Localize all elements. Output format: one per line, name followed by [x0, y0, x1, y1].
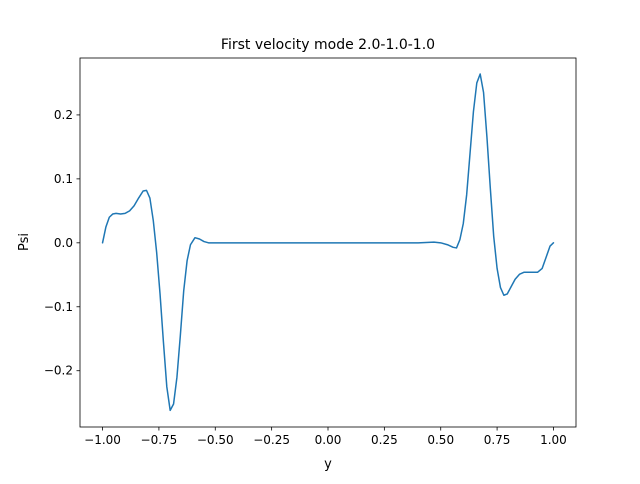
x-tick-label: −0.75 — [141, 433, 178, 447]
series-line — [101, 73, 555, 412]
y-tick-label: −0.1 — [44, 300, 73, 314]
x-tick-label: −0.25 — [253, 433, 290, 447]
x-tick-label: 0.25 — [371, 433, 398, 447]
x-axis-ticks: −1.00 −0.75 −0.50 −0.25 0.00 0.25 0.50 0.75 1.00 — [84, 427, 567, 447]
y-axis-label: Psi — [17, 233, 32, 251]
plot-frame — [79, 57, 577, 428]
x-tick-label: −1.00 — [84, 433, 121, 447]
chart-title: First velocity mode 2.0-1.0-1.0 — [221, 37, 435, 53]
y-tick-label: −0.2 — [44, 364, 73, 378]
y-axis-ticks: −0.2 −0.1 0.0 0.1 0.2 — [44, 108, 80, 378]
x-axis-label: y — [324, 457, 332, 472]
x-tick-label: 0.75 — [484, 433, 511, 447]
x-tick-label: −0.50 — [197, 433, 234, 447]
x-tick-label: 0.00 — [315, 433, 342, 447]
y-tick-label: 0.2 — [54, 108, 73, 122]
y-tick-label: 0.0 — [54, 236, 73, 250]
x-tick-label: 1.00 — [540, 433, 567, 447]
plot-lines — [101, 73, 555, 412]
x-tick-label: 0.50 — [427, 433, 454, 447]
y-tick-label: 0.1 — [54, 172, 73, 186]
